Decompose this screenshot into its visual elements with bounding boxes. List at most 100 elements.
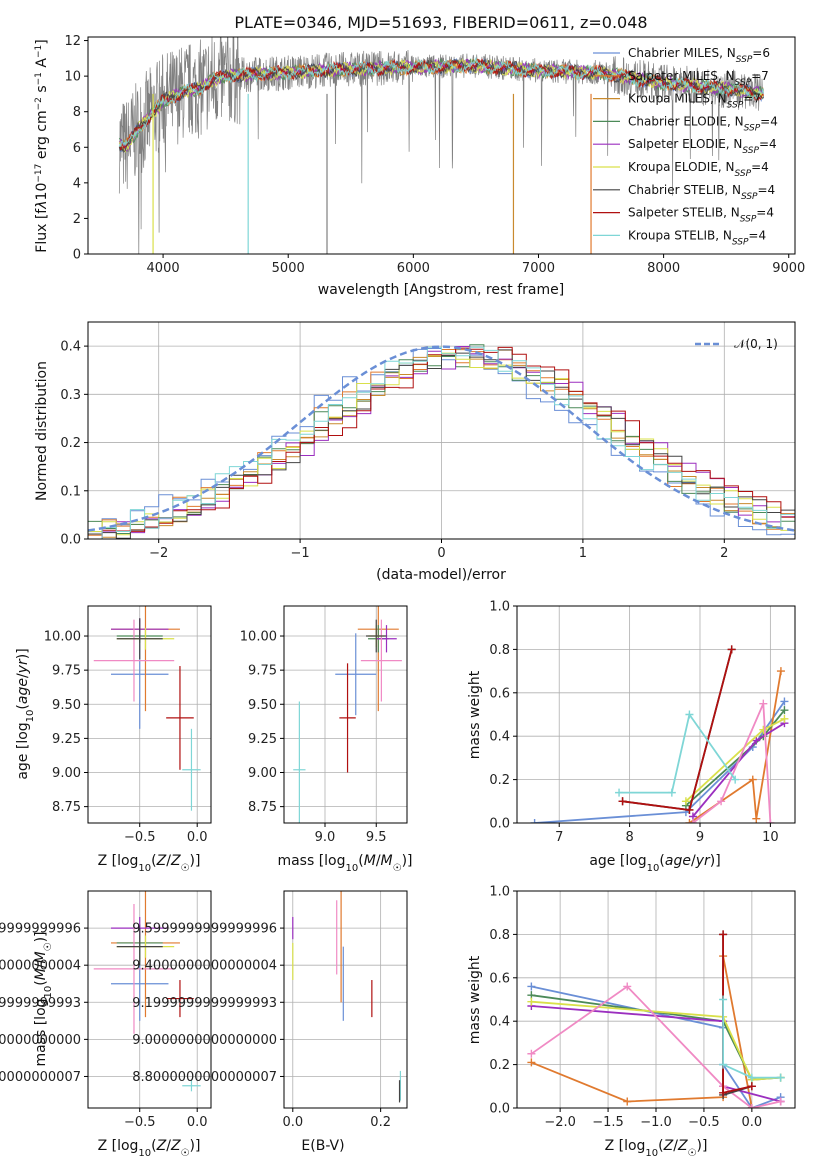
x-tick-label: 1 [579,546,587,561]
axes-frame [87,890,212,1109]
residual-histogram-step [88,346,795,539]
weight-point-marker [780,697,789,706]
axes-frame [87,321,796,540]
weight-point-marker [747,1104,756,1108]
y-tick-label: 9.25 [52,732,81,747]
weight-point-marker [727,645,736,654]
weight-point-marker [685,710,694,719]
axes-frame [283,890,408,1109]
z-weight-panel: −2.0 −1.5 −1.0 −0.5 0.0 0.0 0.2 0.4 0.6 0.8 1.0 Z … [467,885,796,1159]
y-tick-label: 9.00 [52,766,81,781]
weight-point-marker [752,736,761,745]
y-tick-label: 9.5999999999999996 [0,922,81,937]
weight-point-marker [685,819,694,823]
weight-point-marker [717,797,726,806]
z-mass-panel: −0.5 0.0 8.8000000000000007 9.0000000000000… [0,890,212,1159]
y-tick-label: 9.25 [248,732,277,747]
weight-point-marker [776,1073,785,1082]
spectrum-ylabel: Flux [fλ10−17 erg cm−2 s−1 A−1] [34,39,50,252]
x-tick-label: 0.2 [370,1115,391,1130]
x-tick-label: −1.0 [640,1115,672,1130]
ebv-mass-panel: 0.0 0.2 8.8000000000000007 9.00000000000000… [132,890,408,1154]
spectrum-xlabel: wavelength [Angstrom, rest frame] [318,282,564,298]
y-tick-label: 0.6 [489,686,510,701]
weight-point-marker [731,775,740,784]
y-tick-label: 0.6 [489,971,510,986]
y-tick-label: 0.1 [60,484,81,499]
legend-label: Chabrier ELODIE, NSSP=4 [628,114,778,133]
weight-point-marker [759,725,768,734]
weight-point-marker [527,1058,536,1067]
z-age-ylabel: age [log10(age/yr)] [15,648,36,779]
plot-area [527,930,785,1108]
age-weight-plot: 7 8 9 10 0.0 0.2 0.4 0.6 0.8 1.0 [489,600,796,845]
weight-point-marker [527,997,536,1006]
x-tick-label: −2 [149,546,168,561]
weight-point-marker [615,788,624,797]
x-tick-label: −2.0 [544,1115,576,1130]
y-tick-label: 8.8000000000000007 [0,1070,81,1085]
y-tick-label: 0.2 [489,773,510,788]
weight-point-marker [748,775,757,784]
legend-label: Kroupa ELODIE, NSSP=4 [628,160,769,179]
y-tick-label: 0.3 [60,388,81,403]
y-tick-label: 0.0 [489,1102,510,1117]
x-tick-label: −0.5 [124,1115,156,1130]
y-tick-label: 9.1999999999999993 [132,996,277,1011]
plot-area [293,606,402,823]
histogram-ylabel: Normed distribution [34,361,50,501]
weight-series-line [619,712,736,794]
y-tick-label: 1.0 [489,885,510,900]
figure-title: PLATE=0346, MJD=51693, FIBERID=0611, z=0… [234,13,647,32]
y-tick-label: 12 [64,34,81,49]
plot-area [118,37,764,254]
age-weight-panel: 7 8 9 10 0.0 0.2 0.4 0.6 0.8 1.0 age [log10(age/y… [467,600,796,874]
x-tick-label: 0 [437,546,445,561]
y-tick-label: 0.4 [60,340,81,355]
normal-curve-legend-label: 𝒩(0, 1) [734,337,778,351]
x-tick-label: 7000 [522,261,555,276]
legend-label: Salpeter STELIB, NSSP=4 [628,206,774,225]
y-tick-label: 9.4000000000000004 [132,959,277,974]
y-tick-label: 9.50 [248,698,277,713]
x-tick-label: 9 [696,830,704,845]
spectrum-plot: 4000 5000 6000 7000 8000 9000 0 2 4 6 8 10 12 [64,34,805,276]
weight-series-line [692,703,772,823]
weight-point-marker [766,819,775,823]
residual-histogram-step [88,349,795,539]
x-tick-label: 2 [720,546,728,561]
residual-histogram-panel: −2 −1 0 1 2 0.0 0.1 0.2 0.3 0.4 (data-model)/erro… [34,321,796,583]
z-mass-plot: −0.5 0.0 8.8000000000000007 9.0000000000000… [0,890,212,1130]
weight-point-marker [719,1060,728,1069]
histogram-xlabel: (data-model)/error [376,567,506,583]
y-tick-label: 0.4 [489,1015,510,1030]
weight-point-marker [685,805,694,814]
weight-series-line [688,670,782,823]
y-tick-label: 9.50 [52,698,81,713]
z-age-xlabel: Z [log10(Z/Z☉)] [98,853,201,874]
weight-point-marker [747,1082,756,1091]
axes-frame [283,605,408,824]
axes-frame [87,36,796,255]
x-tick-label: −1 [291,546,310,561]
legend-label: Kroupa STELIB, NSSP=4 [628,228,766,247]
weight-point-marker [719,995,728,1004]
plot-area [93,606,201,811]
ebv-mass-xlabel: E(B-V) [301,1138,344,1154]
y-tick-label: 0.8 [489,928,510,943]
z-mass-xlabel: Z [log10(Z/Z☉)] [98,1138,201,1159]
weight-point-marker [623,982,632,991]
y-tick-label: 8 [73,105,81,120]
age-weight-ylabel: mass weight [467,670,483,759]
plot-area [292,891,402,1103]
weight-point-marker [527,982,536,991]
weight-point-marker [759,699,768,708]
legend-label: Salpeter ELODIE, NSSP=4 [628,137,777,156]
weight-point-marker [776,1097,785,1106]
legend-label: Chabrier STELIB, NSSP=4 [628,183,775,202]
x-tick-label: 8000 [647,261,680,276]
x-tick-label: 8 [625,830,633,845]
y-tick-label: 8.75 [52,800,81,815]
axes-frame [516,890,796,1109]
